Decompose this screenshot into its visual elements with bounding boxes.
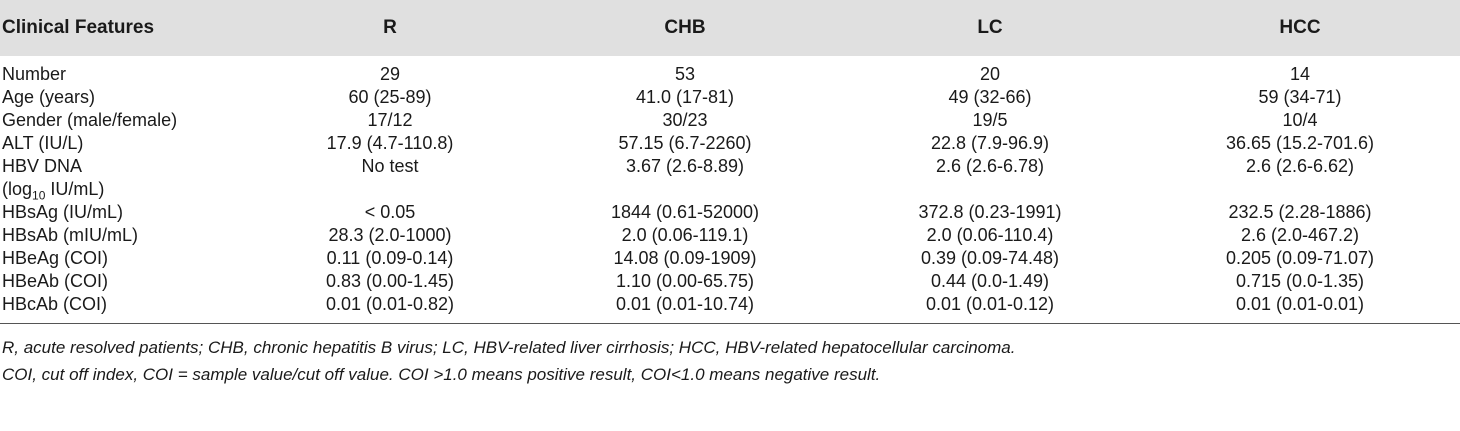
table-cell: 28.3 (2.0-1000) (328, 225, 452, 245)
table-cell: 3.67 (2.6-8.89) (625, 156, 745, 176)
footnote-abbreviations: R, acute resolved patients; CHB, chronic… (2, 338, 1016, 357)
table-cell: 0.44 (0.0-1.49) (930, 271, 1050, 291)
table-row: HBeAg (COI) 0.11 (0.09-0.14) 14.08 (0.09… (0, 247, 1460, 270)
table-cell: 57.15 (6.7-2260) (618, 133, 752, 153)
table-cell: 10/4 (1282, 110, 1318, 130)
clinical-features-table: Clinical Features R CHB LC HCC Number 29… (0, 0, 1460, 323)
row-label: (log10 IU/mL) (0, 178, 250, 203)
table-container: Clinical Features R CHB LC HCC Number 29… (0, 0, 1460, 388)
table-row: HBsAb (mIU/mL) 28.3 (2.0-1000) 2.0 (0.06… (0, 224, 1460, 247)
column-header: Clinical Features (2, 17, 155, 38)
table-cell: 372.8 (0.23-1991) (918, 202, 1062, 222)
table-cell: 29 (379, 64, 401, 84)
table-cell: 22.8 (7.9-96.9) (930, 133, 1050, 153)
table-cell (530, 178, 840, 201)
table-row: HBsAg (IU/mL) < 0.05 1844 (0.61-52000) 3… (0, 201, 1460, 224)
table-cell (840, 178, 1140, 201)
table-header-row: Clinical Features R CHB LC HCC (0, 0, 1460, 56)
table-cell: 53 (674, 64, 696, 84)
table-row: Age (years) 60 (25-89) 41.0 (17-81) 49 (… (0, 86, 1460, 109)
row-label: HBV DNA (2, 156, 83, 176)
table-row: ALT (IU/L) 17.9 (4.7-110.8) 57.15 (6.7-2… (0, 132, 1460, 155)
table-row: Number 29 53 20 14 (0, 56, 1460, 86)
table-cell: 0.205 (0.09-71.07) (1225, 248, 1375, 268)
table-cell: 2.6 (2.0-467.2) (1240, 225, 1360, 245)
row-label: HBeAg (COI) (2, 248, 109, 268)
table-cell: < 0.05 (364, 202, 416, 222)
table-cell: 41.0 (17-81) (635, 87, 735, 107)
table-cell: 1.10 (0.00-65.75) (615, 271, 755, 291)
table-cell: 232.5 (2.28-1886) (1228, 202, 1372, 222)
table-cell: 2.6 (2.6-6.62) (1245, 156, 1355, 176)
row-label: HBeAb (COI) (2, 271, 109, 291)
row-label: ALT (IU/L) (2, 133, 84, 153)
table-cell: 2.0 (0.06-110.4) (926, 225, 1054, 245)
column-header: HCC (1279, 17, 1321, 38)
row-label: HBcAb (COI) (2, 294, 108, 314)
row-label: Gender (male/female) (2, 110, 178, 130)
footnote-coi: COI, cut off index, COI = sample value/c… (2, 365, 881, 384)
table-cell: 0.01 (0.01-10.74) (615, 294, 755, 314)
table-cell: 49 (32-66) (948, 87, 1032, 107)
table-cell: 1844 (0.61-52000) (610, 202, 760, 222)
table-cell: 20 (979, 64, 1001, 84)
table-cell: 0.01 (0.01-0.82) (325, 294, 455, 314)
table-cell: 0.01 (0.01-0.01) (1235, 294, 1365, 314)
row-label: HBsAb (mIU/mL) (2, 225, 139, 245)
label-prefix: (log (2, 179, 33, 199)
table-cell: No test (361, 156, 419, 176)
table-cell: 59 (34-71) (1258, 87, 1342, 107)
table-row: Gender (male/female) 17/12 30/23 19/5 10… (0, 109, 1460, 132)
table-cell: 60 (25-89) (348, 87, 432, 107)
table-cell: 14 (1289, 64, 1311, 84)
column-header: LC (977, 17, 1003, 38)
table-row: HBeAb (COI) 0.83 (0.00-1.45) 1.10 (0.00-… (0, 270, 1460, 293)
table-cell: 2.0 (0.06-119.1) (621, 225, 749, 245)
table-cell: 30/23 (662, 110, 708, 130)
table-footnotes: R, acute resolved patients; CHB, chronic… (0, 324, 1460, 388)
table-cell: 0.83 (0.00-1.45) (325, 271, 455, 291)
table-cell: 0.39 (0.09-74.48) (920, 248, 1060, 268)
column-header: R (383, 17, 397, 38)
table-cell: 17/12 (367, 110, 413, 130)
table-cell (1140, 178, 1460, 201)
table-cell: 14.08 (0.09-1909) (613, 248, 757, 268)
row-label: HBsAg (IU/mL) (2, 202, 124, 222)
table-cell (250, 178, 530, 201)
table-cell: 19/5 (972, 110, 1008, 130)
row-label: Age (years) (2, 87, 96, 107)
label-suffix: IU/mL) (45, 179, 105, 199)
table-bottom-rule (0, 323, 1460, 324)
table-row: HBcAb (COI) 0.01 (0.01-0.82) 0.01 (0.01-… (0, 293, 1460, 323)
table-cell: 36.65 (15.2-701.6) (1225, 133, 1375, 153)
table-cell: 2.6 (2.6-6.78) (935, 156, 1045, 176)
column-header: CHB (664, 17, 706, 38)
label-subscript: 10 (32, 188, 46, 203)
table-cell: 17.9 (4.7-110.8) (326, 133, 454, 153)
table-row: HBV DNA No test 3.67 (2.6-8.89) 2.6 (2.6… (0, 155, 1460, 178)
table-cell: 0.01 (0.01-0.12) (925, 294, 1055, 314)
row-label: Number (2, 64, 67, 84)
table-row: (log10 IU/mL) (0, 178, 1460, 203)
table-cell: 0.11 (0.09-0.14) (326, 248, 454, 268)
table-cell: 0.715 (0.0-1.35) (1235, 271, 1365, 291)
